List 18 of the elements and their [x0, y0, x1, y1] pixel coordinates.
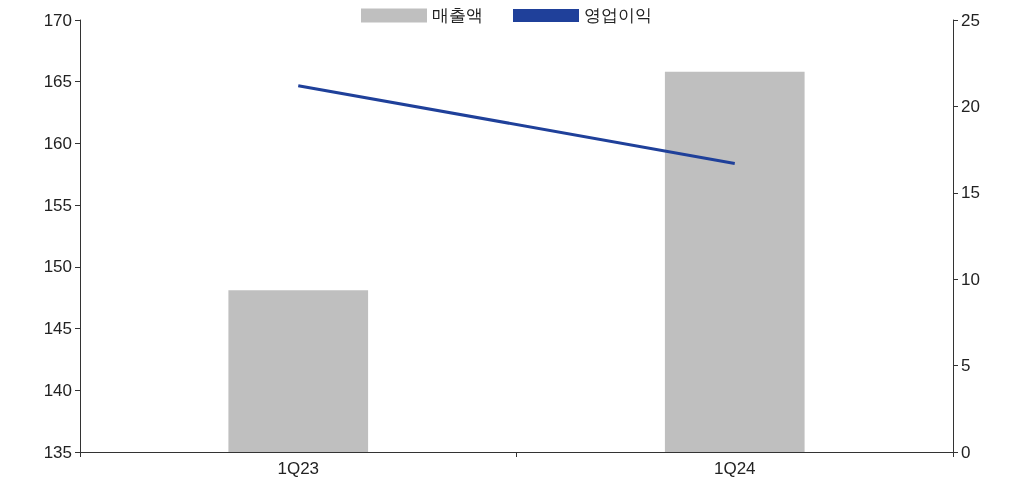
- y2-tick-label: 15: [961, 183, 980, 203]
- y-tick-label: 170: [43, 10, 72, 30]
- y2-tick-label: 10: [961, 269, 980, 289]
- y2-tick-label: 25: [961, 10, 980, 30]
- y-tick-label: 145: [43, 319, 72, 339]
- x-tick-label: 1Q24: [713, 459, 756, 478]
- x-tick-label: 1Q23: [277, 459, 320, 478]
- y-tick-label: 160: [43, 133, 72, 153]
- legend-label: 영업이익: [584, 6, 652, 25]
- y2-tick-label: 5: [961, 356, 971, 376]
- y-tick-label: 135: [43, 442, 72, 462]
- legend-label: 매출액: [432, 6, 483, 25]
- y2-tick-label: 0: [961, 442, 971, 462]
- y2-tick-label: 20: [961, 96, 980, 116]
- y-tick-label: 165: [43, 72, 72, 92]
- y-tick-label: 140: [43, 380, 72, 400]
- y-tick-label: 155: [43, 195, 72, 215]
- y-tick-label: 150: [43, 257, 72, 277]
